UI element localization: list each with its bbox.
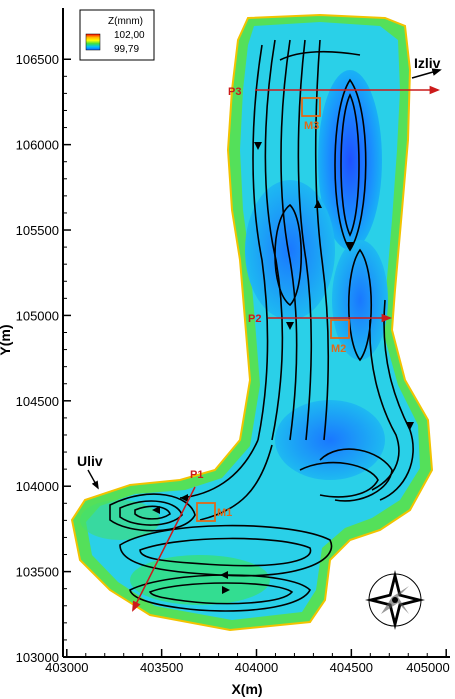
flow-arrowhead (254, 142, 262, 150)
x-axis-ticks: 403000 403500 404000 404500 405000 (45, 649, 450, 675)
monitor-m3-box (301, 97, 321, 117)
monitor-m1-label: M1 (217, 507, 232, 519)
monitor-m3-label: M3 (304, 120, 319, 132)
legend-max-label: 102,00 (114, 30, 145, 41)
streamline (148, 582, 294, 605)
flow-arrowhead (314, 200, 322, 208)
x-tick-label: 404500 (330, 660, 373, 675)
inlet-arrow (87, 469, 99, 490)
deep-zone-lower (332, 240, 388, 360)
legend-colorbar (85, 33, 101, 51)
streamline (299, 461, 379, 498)
streamline (297, 39, 313, 441)
streamline (134, 505, 171, 520)
streamline (264, 39, 284, 441)
flow-arrowhead (406, 422, 414, 430)
y-tick-label: 106500 (16, 52, 59, 67)
y-tick-label: 105500 (16, 223, 59, 238)
y-axis-title: Y(m) (0, 324, 13, 355)
x-axis-title: X(m) (231, 681, 262, 697)
flow-arrowhead (346, 242, 354, 250)
flow-arrowhead (220, 571, 228, 579)
streamline (119, 500, 183, 526)
flow-arrowhead (286, 322, 294, 330)
streamline (348, 248, 372, 362)
streamline (274, 203, 302, 307)
outlet-label: Izliv (414, 55, 441, 71)
x-tick-label: 404000 (235, 660, 278, 675)
profile-p2-label: P2 (248, 313, 261, 325)
flow-arrows (152, 142, 414, 594)
y-tick-label: 103000 (16, 650, 59, 665)
profile-p1-line (132, 486, 196, 612)
outlet-arrow (411, 68, 442, 79)
streamline (252, 44, 269, 441)
streamline (280, 39, 298, 441)
deep-zone-middle (245, 180, 335, 320)
monitor-m2-box (330, 319, 350, 339)
x-tick-label: 405000 (406, 660, 449, 675)
y-axis-ticks: 103000 103500 104000 104500 105000 105500 1060… (16, 52, 71, 665)
flow-arrowhead (222, 586, 230, 594)
monitor-points (196, 97, 350, 522)
compass-rose-icon (365, 570, 425, 630)
streamline (119, 524, 333, 577)
y-tick-label: 104000 (16, 479, 59, 494)
profile-lines: P3 P2 P1 (132, 85, 441, 612)
monitor-m2-label: M2 (331, 343, 346, 355)
monitor-m1-box (196, 502, 216, 522)
inlet-label: Uliv (77, 453, 103, 469)
legend-min-label: 99,79 (114, 44, 139, 55)
streamline (319, 448, 393, 502)
legend: Z(mnm) 102,00 99,79 (79, 9, 155, 61)
streamlines (109, 39, 414, 612)
y-tick-label: 104500 (16, 394, 59, 409)
streamline (139, 537, 312, 567)
streamline (279, 50, 361, 61)
streamline (369, 319, 400, 491)
deep-zone-upper (318, 70, 382, 250)
streamline (129, 574, 311, 612)
y-tick-label: 106000 (16, 138, 59, 153)
legend-title: Z(mnm) (108, 16, 143, 27)
y-tick-label: 103500 (16, 565, 59, 580)
x-tick-label: 403000 (45, 660, 88, 675)
profile-p1-label: P1 (190, 469, 203, 481)
profile-p3-label: P3 (228, 86, 241, 98)
flow-arrowhead (152, 506, 160, 514)
streamline (340, 93, 360, 237)
shallow-zone-south (130, 555, 270, 605)
deep-zone-bend (275, 400, 385, 480)
streamline (199, 444, 273, 521)
streamline (109, 493, 196, 532)
flow-arrowhead (180, 494, 188, 502)
y-tick-label: 105000 (16, 308, 59, 323)
streamline (314, 39, 330, 441)
x-tick-label: 403500 (140, 660, 183, 675)
